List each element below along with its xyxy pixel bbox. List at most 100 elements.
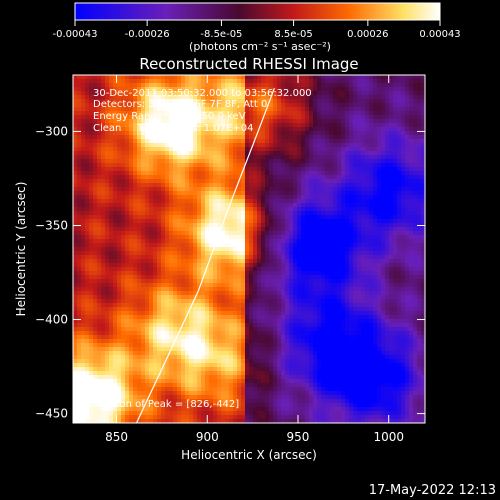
heatmap-cell [277,363,281,367]
heatmap-cell [221,151,225,155]
heatmap-cell [269,299,273,303]
heatmap-cell [229,303,233,307]
heatmap-cell [97,355,101,359]
heatmap-cell [289,335,293,339]
heatmap-cell [145,259,149,263]
heatmap-cell [133,387,137,391]
heatmap-cell [225,311,229,315]
heatmap-cell [89,275,93,279]
heatmap-cell [125,135,129,139]
heatmap-cell [113,383,117,387]
heatmap-cell [97,279,101,283]
heatmap-cell [285,411,289,415]
heatmap-cell [133,99,137,103]
heatmap-cell [221,283,225,287]
heatmap-cell [105,283,109,287]
heatmap-cell [109,359,113,363]
heatmap-cell [105,143,109,147]
heatmap-cell [169,171,173,175]
heatmap-cell [189,267,193,271]
heatmap-cell [169,91,173,95]
heatmap-cell [285,79,289,83]
heatmap-cell [141,271,145,275]
heatmap-cell [209,267,213,271]
heatmap-cell [101,419,105,423]
heatmap-cell [149,375,153,379]
heatmap-cell [209,339,213,343]
heatmap-cell [157,99,161,103]
heatmap-cell [109,87,113,91]
heatmap-cell [197,367,201,371]
heatmap-cell [129,299,133,303]
heatmap-cell [133,211,137,215]
heatmap-cell [233,271,237,275]
heatmap-cell [97,151,101,155]
heatmap-cell [201,207,205,211]
heatmap-cell [189,383,193,387]
heatmap-cell [301,83,305,87]
heatmap-cell [185,119,189,123]
heatmap-cell [165,283,169,287]
heatmap-cell [185,367,189,371]
heatmap-cell [85,375,89,379]
heatmap-cell [149,263,153,267]
heatmap-cell [81,283,85,287]
heatmap-cell [257,175,261,179]
heatmap-cell [141,147,145,151]
heatmap-cell [81,311,85,315]
heatmap-cell [181,275,185,279]
heatmap-cell [169,403,173,407]
heatmap-cell [177,87,181,91]
heatmap-cell [133,295,137,299]
heatmap-cell [293,91,297,95]
heatmap-cell [201,319,205,323]
heatmap-cell [125,303,129,307]
heatmap-cell [149,279,153,283]
heatmap-cell [137,151,141,155]
heatmap-cell [161,407,165,411]
heatmap-cell [289,171,293,175]
heatmap-cell [141,359,145,363]
heatmap-cell [89,199,93,203]
heatmap-cell [245,323,249,327]
heatmap-cell [165,315,169,319]
heatmap-cell [205,195,209,199]
heatmap-cell [161,83,165,87]
heatmap-cell [229,147,233,151]
heatmap-cell [201,179,205,183]
heatmap-cell [253,203,257,207]
heatmap-cell [229,115,233,119]
heatmap-cell [125,275,129,279]
heatmap-cell [165,99,169,103]
heatmap-cell [249,279,253,283]
heatmap-cell [181,215,185,219]
heatmap-cell [117,279,121,283]
heatmap-cell [177,203,181,207]
heatmap-cell [93,319,97,323]
heatmap-cell [141,351,145,355]
heatmap-cell [261,275,265,279]
heatmap-cell [233,195,237,199]
heatmap-cell [229,219,233,223]
heatmap-cell [221,323,225,327]
heatmap-cell [73,227,77,231]
heatmap-cell [121,315,125,319]
heatmap-cell [137,299,141,303]
heatmap-cell [285,211,289,215]
heatmap-cell [77,127,81,131]
heatmap-cell [157,311,161,315]
heatmap-cell [173,111,177,115]
heatmap-cell [225,303,229,307]
heatmap-cell [225,215,229,219]
heatmap-cell [217,307,221,311]
heatmap-cell [173,167,177,171]
heatmap-cell [97,107,101,111]
heatmap-cell [261,339,265,343]
heatmap-cell [85,407,89,411]
heatmap-cell [113,295,117,299]
heatmap-cell [297,227,301,231]
heatmap-cell [245,371,249,375]
heatmap-cell [229,263,233,267]
heatmap-cell [245,239,249,243]
heatmap-cell [297,147,301,151]
